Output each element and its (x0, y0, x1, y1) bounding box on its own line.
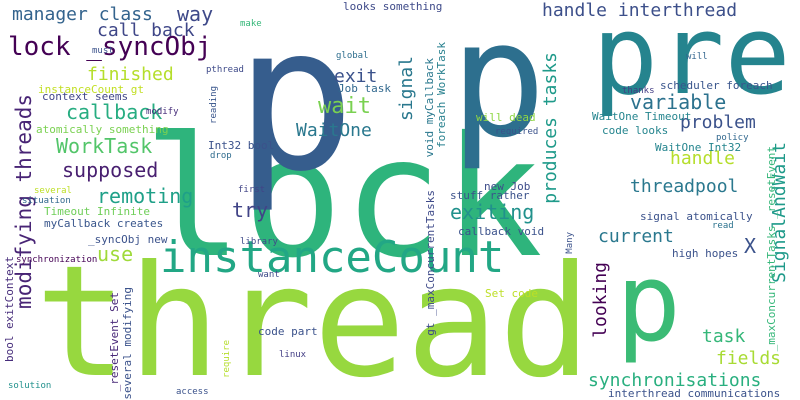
word-exiting: exiting (450, 200, 535, 224)
word-callback-void: callback void (458, 225, 545, 238)
word-variable: variable (630, 90, 727, 114)
word-synchronisations: synchronisations (588, 370, 762, 391)
word-job-task: Job task (338, 82, 391, 95)
word-want: want (258, 270, 280, 280)
word-several: several (34, 186, 72, 196)
word-supposed: supposed (62, 158, 159, 182)
word-required: required (495, 127, 539, 137)
word-finished: finished (87, 64, 174, 85)
word-produces-tasks: produces tasks (540, 52, 561, 204)
word-task: task (702, 326, 746, 347)
word-problem: problem (680, 112, 756, 133)
word-synchronization: synchronization (16, 255, 98, 265)
word-atomically-something: atomically something (36, 123, 169, 136)
word-situation: situation (22, 196, 71, 206)
word-threadpool: threadpool (630, 176, 739, 197)
word-way: way (177, 2, 214, 26)
word-will-dead: will dead (476, 111, 536, 124)
word-remoting: remoting (97, 184, 194, 208)
word-current: current (598, 226, 674, 247)
word-looks-something: looks something (343, 0, 443, 13)
word-use: use (97, 242, 134, 266)
word-access: access (176, 387, 209, 397)
word-mycallback-creates: myCallback creates (44, 217, 164, 230)
word-lock: lock (143, 102, 543, 295)
word-waitone-timeout: WaitOne Timeout (592, 110, 692, 123)
word-try: try (232, 198, 269, 222)
word-thread: thread (35, 233, 592, 400)
word-p: p (235, 0, 356, 216)
word-many: Many (565, 232, 575, 254)
word-drop: drop (210, 151, 232, 161)
word-library: library (240, 237, 278, 247)
word-modify: modify (146, 107, 179, 117)
word-handle-interthread: handle interthread (542, 0, 738, 21)
word-scheduler-foreach: scheduler foreach (660, 79, 773, 92)
word-resetevent-set: _resetEvent Set (108, 292, 121, 392)
word-global: global (336, 51, 369, 61)
word-worktask: WorkTask (56, 134, 153, 158)
word-foreach-worktask: foreach WorkTask (435, 42, 448, 148)
word-looking: looking (590, 262, 611, 338)
word-stuff-rather: stuff rather (450, 189, 530, 202)
word-p: p (616, 241, 682, 366)
word-x: X (744, 234, 757, 258)
word-several-modifying: several modifying (121, 287, 134, 400)
word-lock-syncobj: lock _syncObj (8, 32, 212, 62)
word-will: will (686, 52, 708, 62)
word-p: p (450, 0, 547, 173)
word-void-mycallback: void myCallback (423, 58, 436, 158)
word-linux: linux (279, 350, 307, 360)
word-int32-bool: Int32 bool (208, 139, 275, 152)
word-solution: solution (8, 381, 52, 391)
word-interthread-communications: interthread communications (608, 387, 781, 400)
word-syncobj-new: _syncObj new (88, 233, 168, 246)
word-timeout-infinite: Timeout Infinite (44, 205, 150, 218)
word-require: require (222, 340, 232, 378)
word-signal: signal (396, 56, 417, 122)
word-context-seems: context seems (42, 90, 129, 103)
word-callback: callback (66, 100, 163, 124)
word-exit: exit (334, 66, 378, 87)
word-set-code: Set code (485, 287, 538, 300)
word-instancecount: instanceCount (160, 232, 505, 283)
word-handle: handle (670, 148, 736, 169)
word-code-looks: code looks (602, 124, 669, 137)
word-must: must (92, 46, 114, 56)
word-pthread: pthread (206, 65, 244, 75)
word-thanks: thanks (622, 86, 655, 96)
word-waitone-int32: WaitOne Int32 (655, 141, 742, 154)
word-fields: fields (716, 348, 782, 369)
word-reading: reading (209, 86, 219, 124)
word-waitone: WaitOne (296, 120, 372, 141)
word-pre: pre (592, 0, 791, 119)
word-maxconcurrenttasks-resetevent: _maxConcurrentTasks _resetEvent (765, 146, 778, 352)
word-new-job: new Job (484, 180, 531, 193)
word-policy: policy (716, 133, 749, 143)
word-make: make (240, 19, 262, 29)
word-wait: wait (318, 94, 371, 119)
word-code-part: code part (258, 325, 318, 338)
word-high-hopes: high hopes (672, 247, 739, 260)
word-signal-atomically: signal atomically (640, 210, 753, 223)
word-first: first (238, 185, 266, 195)
word-call-back: call back (97, 20, 195, 41)
word-manager-class: manager class (12, 4, 153, 25)
word-gt-maxconcurrenttasks: gt _maxConcurrentTasks (424, 190, 437, 336)
word-instancecount-gt: instanceCount gt (38, 83, 144, 96)
word-read: read (712, 221, 734, 231)
word-bool-exitcontext: bool exitContext (3, 256, 16, 362)
